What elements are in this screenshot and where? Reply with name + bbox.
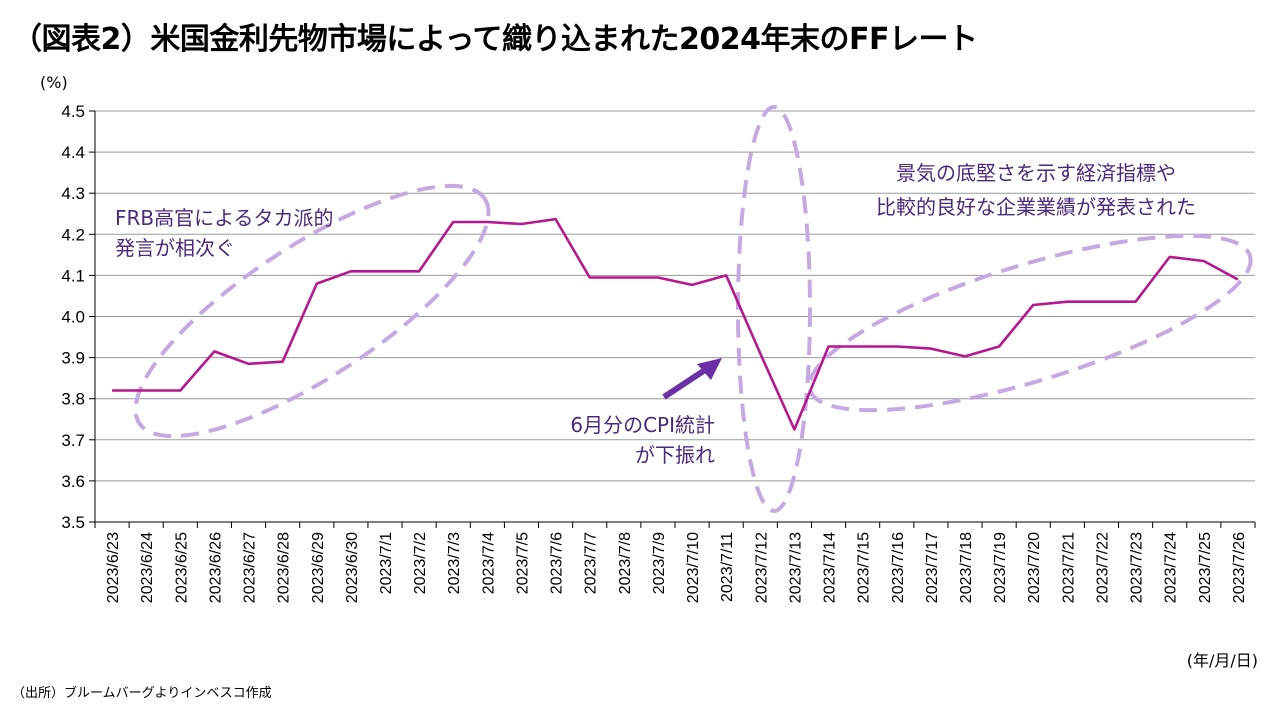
x-tick-label: 2023/6/26 xyxy=(207,532,224,603)
annotation-hawkish-line2: 発言が相次ぐ xyxy=(115,236,235,260)
x-tick-label: 2023/7/9 xyxy=(651,532,668,594)
x-tick-label: 2023/6/24 xyxy=(139,532,156,603)
annotation-ellipse-resilience xyxy=(807,233,1253,413)
y-tick-label: 4.3 xyxy=(61,184,85,203)
x-tick-label: 2023/7/2 xyxy=(412,532,429,594)
x-tick-label: 2023/7/17 xyxy=(924,532,941,603)
x-tick-label: 2023/7/6 xyxy=(549,532,566,594)
x-tick-label: 2023/7/12 xyxy=(753,532,770,603)
x-tick-label: 2023/7/10 xyxy=(685,532,702,603)
y-tick-label: 3.5 xyxy=(61,513,85,532)
x-tick-label: 2023/7/19 xyxy=(992,532,1009,603)
x-tick-label: 2023/7/1 xyxy=(378,532,395,594)
x-tick-label: 2023/7/20 xyxy=(1026,532,1043,603)
x-tick-label: 2023/7/22 xyxy=(1094,532,1111,603)
x-tick-label: 2023/6/30 xyxy=(344,532,361,603)
annotation-resilience-line2: 比較的良好な企業業績が発表された xyxy=(876,195,1196,219)
x-tick-label: 2023/7/4 xyxy=(480,532,497,594)
x-axis: 2023/6/23 2023/6/24 2023/6/25 2023/6/26 2023… xyxy=(94,521,1256,603)
y-axis-unit: (%) xyxy=(40,73,68,92)
y-tick-label: 3.9 xyxy=(61,349,85,368)
x-tick-label: 2023/7/14 xyxy=(822,532,839,603)
annotation-ellipse-hawkish xyxy=(133,183,491,439)
y-tick-label: 4.4 xyxy=(61,143,85,162)
annotation-ellipse-cpi xyxy=(736,105,812,513)
x-tick-label: 2023/7/18 xyxy=(958,532,975,603)
x-axis-unit: (年/月/日) xyxy=(1187,651,1258,670)
cpi-arrow xyxy=(662,358,722,400)
annotation-cpi-line2: が下振れ xyxy=(635,443,715,467)
x-tick-label: 2023/7/11 xyxy=(719,532,736,602)
x-tick-label: 2023/7/16 xyxy=(890,532,907,603)
y-tick-label: 4.1 xyxy=(61,266,85,285)
y-tick-label: 3.6 xyxy=(61,472,85,491)
x-tick-label: 2023/7/25 xyxy=(1197,532,1214,603)
x-tick-label: 2023/7/3 xyxy=(446,532,463,594)
y-tick-label: 4.2 xyxy=(61,225,85,244)
x-tick-label: 2023/7/24 xyxy=(1163,532,1180,603)
x-tick-label: 2023/7/23 xyxy=(1129,532,1146,603)
y-tick-label: 4.0 xyxy=(61,308,85,327)
x-tick-label: 2023/6/29 xyxy=(310,532,327,603)
x-tick-label: 2023/7/26 xyxy=(1231,532,1248,603)
x-tick-label: 2023/6/23 xyxy=(105,532,122,603)
x-tick-label: 2023/6/25 xyxy=(173,532,190,603)
y-axis: 3.5 3.6 3.7 3.8 3.9 4.0 4.1 4.2 4.3 4.4 4.5 xyxy=(61,102,96,532)
x-tick-label: 2023/7/8 xyxy=(617,532,634,594)
annotation-cpi-line1: 6月分のCPI統計 xyxy=(570,413,715,437)
ff-rate-line xyxy=(112,217,1239,431)
x-tick-label: 2023/7/15 xyxy=(856,532,873,603)
source-note: （出所）ブルームバーグよりインベスコ作成 xyxy=(12,686,272,701)
x-tick-label: 2023/6/27 xyxy=(242,532,259,603)
y-tick-label: 4.5 xyxy=(61,102,85,121)
x-tick-label: 2023/7/5 xyxy=(514,532,531,594)
x-tick-label: 2023/7/21 xyxy=(1060,532,1077,603)
annotation-resilience-line1: 景気の底堅さを示す経済指標や xyxy=(896,161,1176,185)
y-tick-label: 3.8 xyxy=(61,390,85,409)
x-tick-label: 2023/7/7 xyxy=(583,532,600,594)
chart-title: （図表2）米国金利先物市場によって織り込まれた2024年末のFFレート xyxy=(12,22,978,57)
y-tick-label: 3.7 xyxy=(61,431,85,450)
x-tick-label: 2023/7/13 xyxy=(787,532,804,603)
x-tick-label: 2023/6/28 xyxy=(276,532,293,603)
annotation-hawkish-line1: FRB高官によるタカ派的 xyxy=(115,206,334,230)
